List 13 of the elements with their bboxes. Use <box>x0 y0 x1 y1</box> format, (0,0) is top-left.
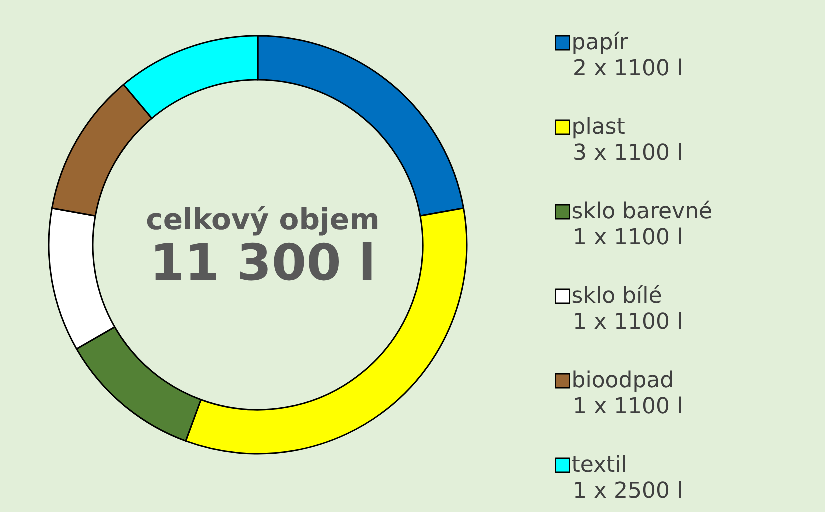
text: 3 x 1100 l <box>573 141 684 166</box>
text: 1 x 1100 l <box>573 226 684 250</box>
legend-label: bioodpad <box>572 368 674 394</box>
legend-label: sklo bílé <box>572 284 662 309</box>
legend-label: papír <box>572 30 630 56</box>
text: 1 x 1100 l <box>573 394 684 420</box>
text: 2 x 1100 l <box>573 56 684 82</box>
text: celkový objem <box>146 202 380 236</box>
text: 1 x 1100 l <box>573 310 684 335</box>
legend-label: plast <box>572 115 626 140</box>
legend-label: sklo barevné <box>572 200 713 224</box>
legend-label: textil <box>572 453 628 478</box>
text: 1 x 2500 l <box>573 479 684 504</box>
